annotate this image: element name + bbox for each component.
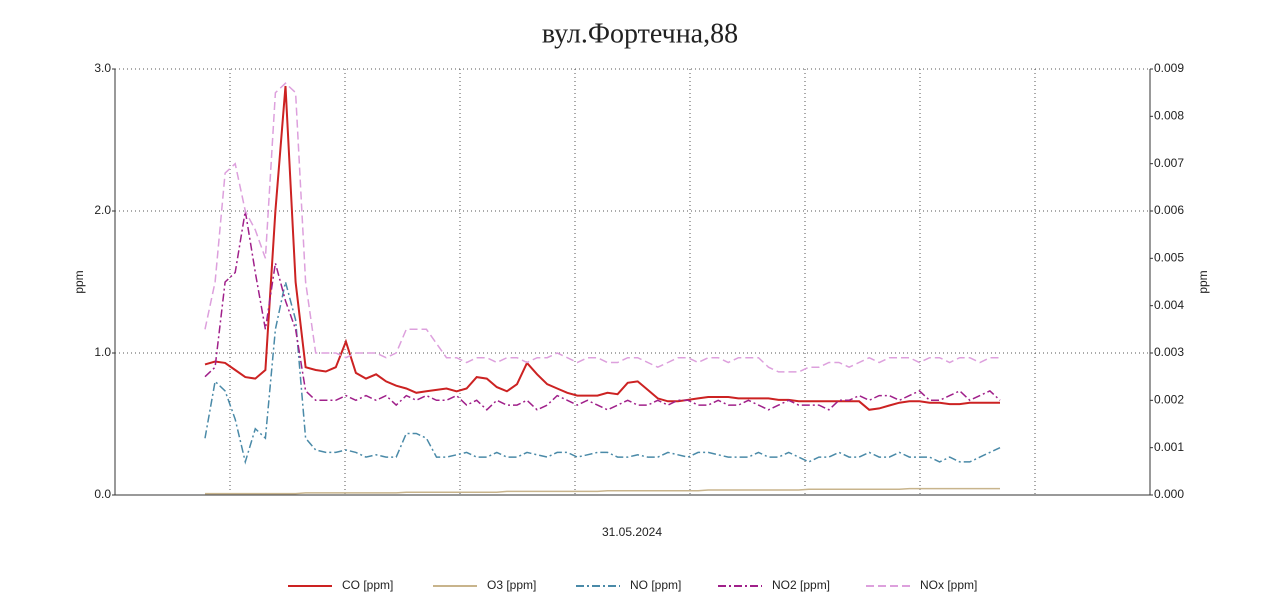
series-line [204, 85, 1000, 411]
chart-title: вул.Фортечна,88 [542, 18, 738, 49]
y-tick-label: 1.0 [94, 345, 111, 359]
y2-tick-label: 0.006 [1154, 203, 1184, 217]
y2-tick-label: 0.009 [1154, 61, 1184, 75]
legend-label: NO2 [ppm] [772, 578, 830, 592]
y2-tick-label: 0.004 [1154, 298, 1184, 312]
y2-tick-label: 0.002 [1154, 393, 1184, 407]
x-grid [229, 69, 1036, 495]
legend-label: NO [ppm] [630, 578, 681, 592]
y-axis-label: ppm [72, 270, 86, 293]
legend-label: CO [ppm] [342, 578, 393, 592]
series-line [204, 210, 1001, 411]
y2-tick-label: 0.008 [1154, 109, 1184, 123]
y2-tick-label: 0.007 [1154, 156, 1184, 170]
y-tick-label: 3.0 [94, 61, 111, 75]
x-axis-label: 31.05.2024 [602, 525, 662, 539]
y2-axis-label: ppm [1196, 270, 1210, 293]
legend-label: O3 [ppm] [487, 578, 536, 592]
y-tick-label: 2.0 [94, 203, 111, 217]
y2-tick-label: 0.001 [1154, 440, 1184, 454]
y2-tick-label: 0.003 [1154, 345, 1184, 359]
y2-tick-label: 0.005 [1154, 251, 1184, 265]
series-line [204, 82, 1000, 373]
series-line [205, 487, 1000, 495]
legend-label: NOx [ppm] [920, 578, 977, 592]
y-tick-label: 0.0 [94, 487, 111, 501]
y2-tick-label: 0.000 [1154, 487, 1184, 501]
series-line [204, 281, 1001, 465]
